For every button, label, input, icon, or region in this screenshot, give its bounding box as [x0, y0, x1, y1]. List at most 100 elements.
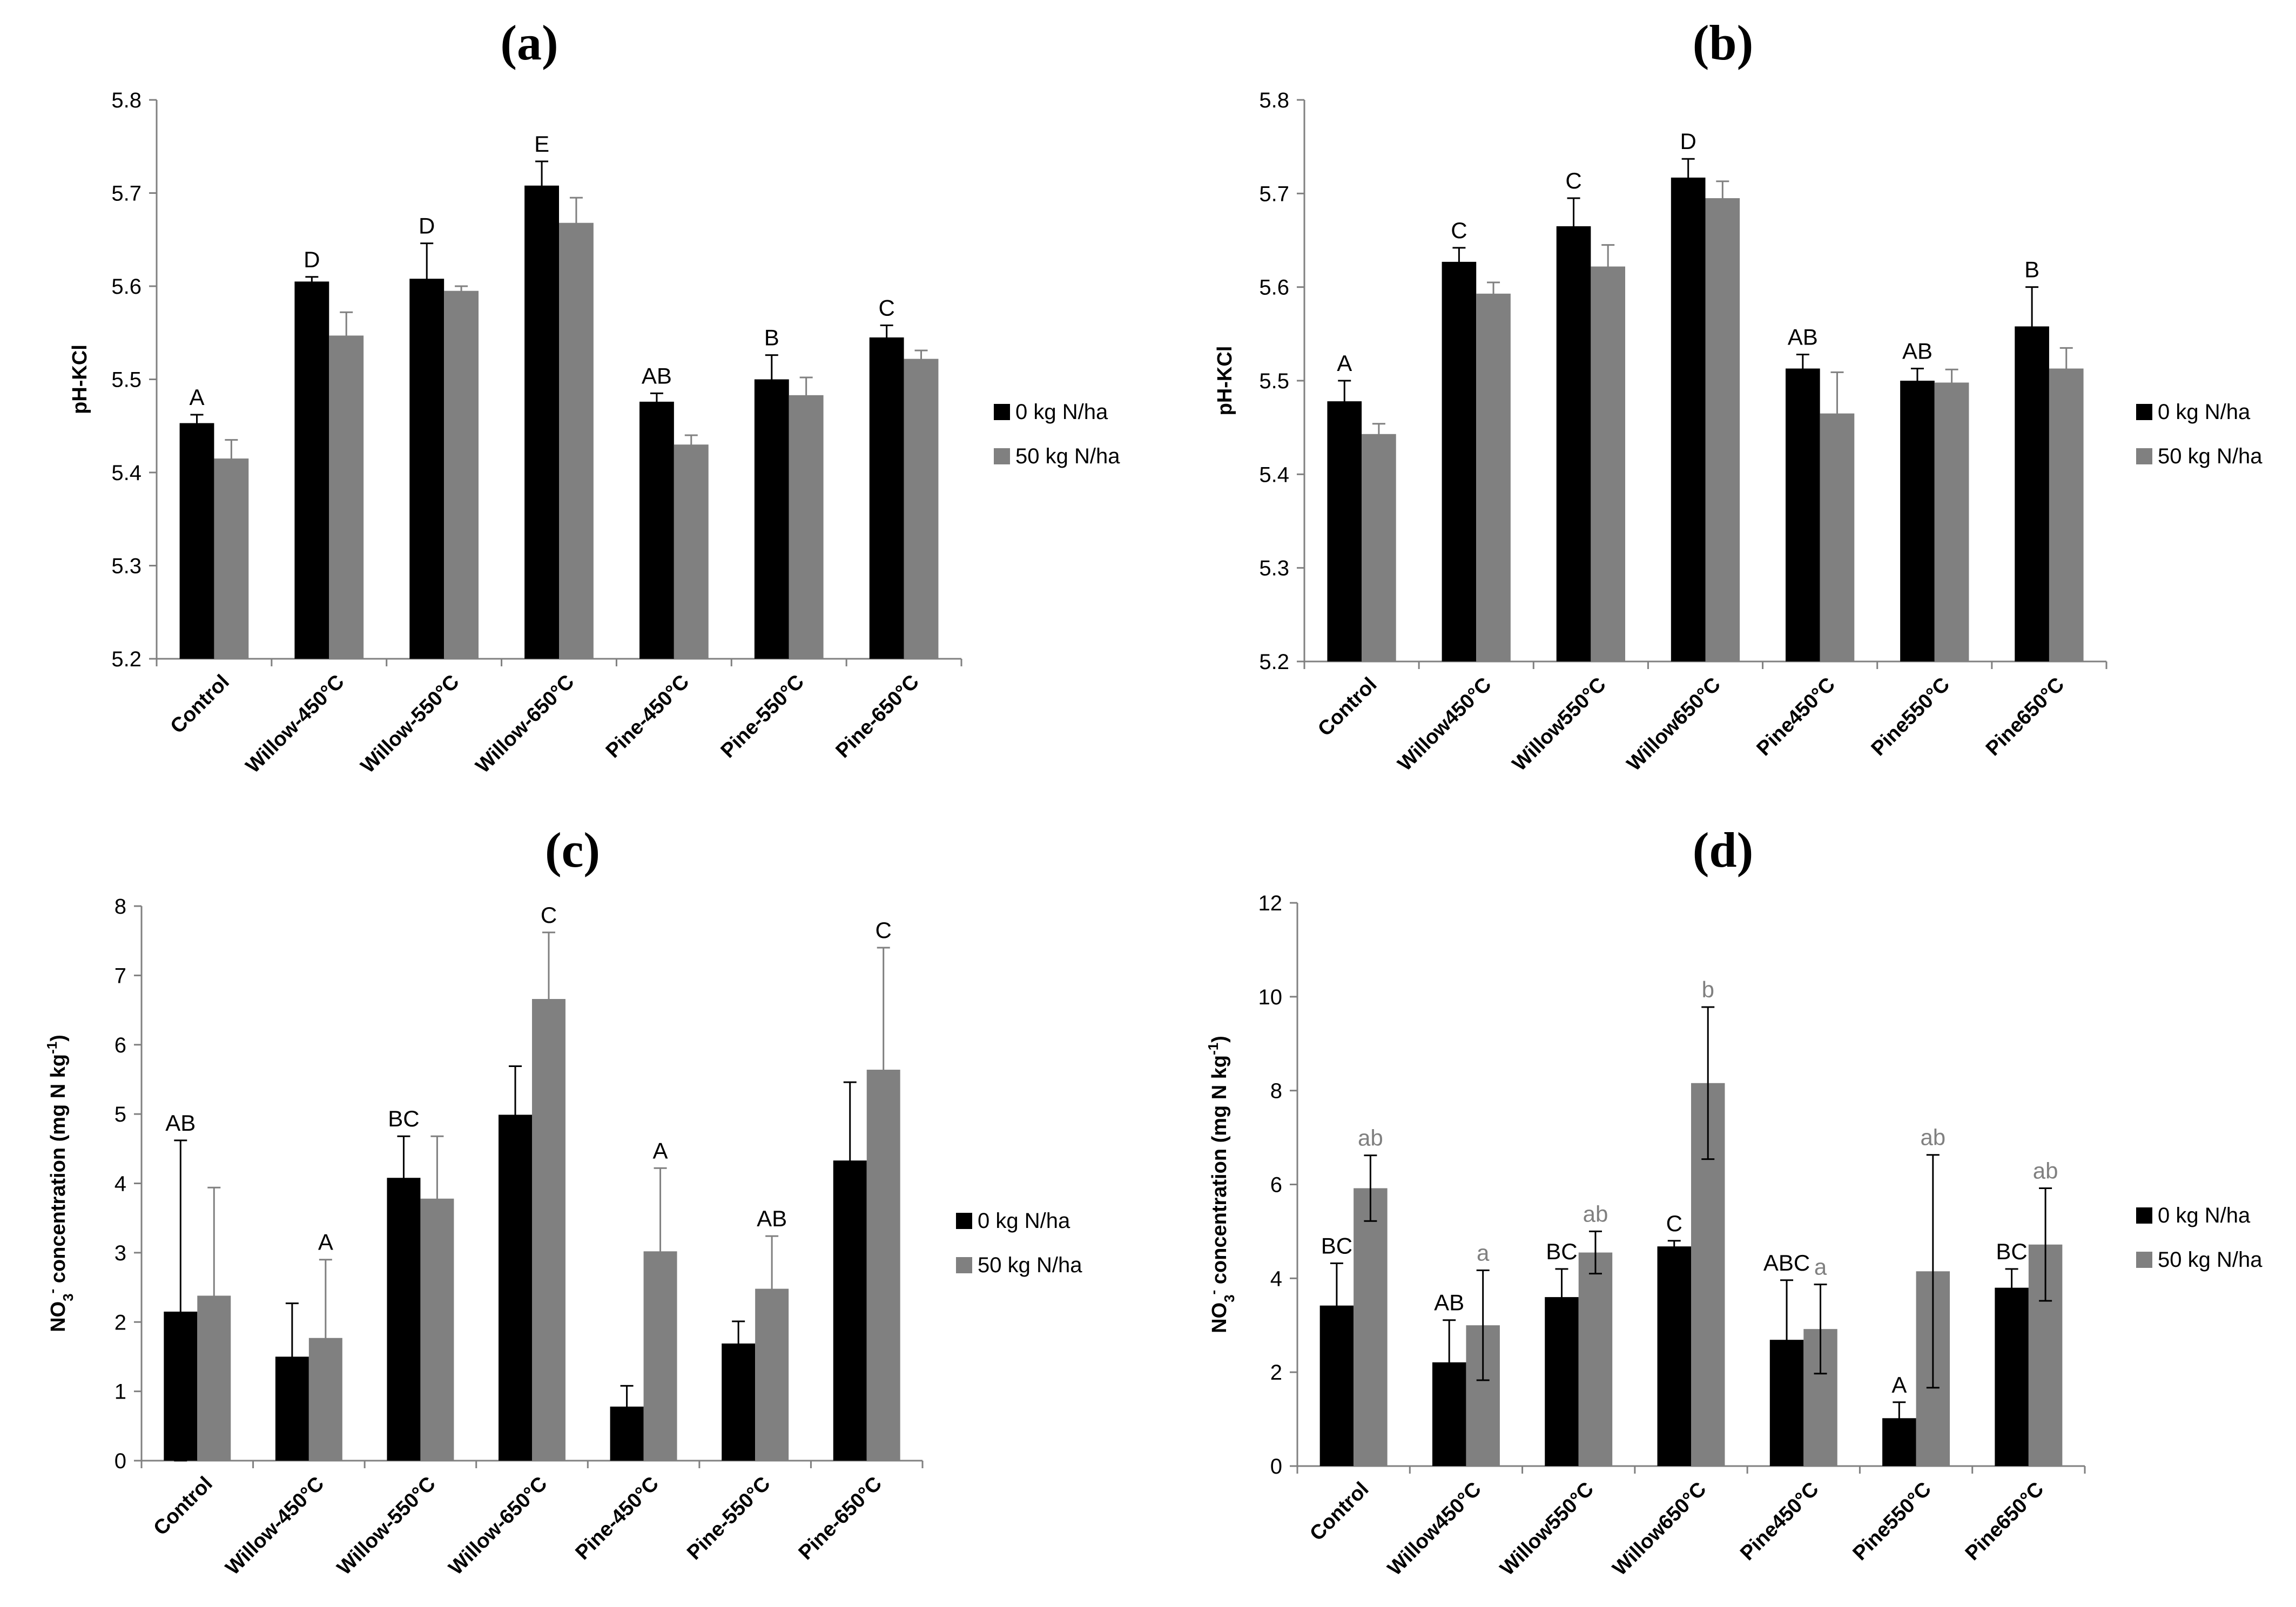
bar [1657, 1246, 1691, 1466]
significance-letter: b [1702, 977, 1714, 1002]
bar [499, 1115, 532, 1461]
legend-swatch [2136, 1252, 2152, 1268]
significance-letter: A [1891, 1372, 1907, 1397]
significance-letter: AB [1788, 324, 1818, 349]
bar [214, 458, 249, 659]
category-label: Control [149, 1473, 217, 1540]
bar [1705, 198, 1740, 661]
category-label: Pine550°C [1849, 1478, 1936, 1565]
significance-letter: B [2024, 257, 2039, 282]
category-label: Pine450°C [1736, 1478, 1823, 1565]
category-label: Pine650°C [1961, 1478, 2048, 1565]
category-label: Pine-550°C [683, 1473, 775, 1564]
bar [869, 337, 904, 659]
y-axis-label: pH-KCl [69, 345, 91, 414]
panel-title: (d) [1693, 822, 1753, 877]
significance-letter: AB [642, 363, 672, 388]
bar [1476, 293, 1511, 661]
category-label: Control [1305, 1478, 1373, 1545]
panel-b: (b) 5.2 5.3 5.4 5.5 5.6 5.7 5.8 pH-KCl A Control C W… [1214, 15, 2263, 775]
legend-swatch [2136, 404, 2152, 420]
significance-letter: ab [2033, 1158, 2058, 1183]
significance-letter: C [876, 917, 892, 943]
significance-letter: C [1565, 168, 1581, 193]
category-label: Pine-550°C [717, 671, 809, 762]
panel-title: (a) [500, 15, 558, 70]
y-tick-label: 5.4 [1259, 463, 1289, 487]
legend-label: 0 kg N/ha [978, 1209, 1070, 1233]
bar [524, 185, 559, 659]
significance-letter: C [1451, 218, 1467, 243]
significance-letter: D [1680, 129, 1696, 154]
bar [2049, 368, 2084, 661]
y-tick-label: 2 [1270, 1361, 1282, 1385]
legend-label: 50 kg N/ha [2158, 1248, 2263, 1272]
bar [1591, 266, 1625, 661]
category-label: Willow-550°C [356, 671, 463, 778]
category-label: Willow-650°C [472, 671, 578, 778]
y-tick-label: 5.8 [111, 89, 142, 112]
bar [532, 999, 565, 1461]
y-tick-label: 5.7 [111, 182, 142, 206]
bar [1671, 177, 1706, 661]
legend-label: 50 kg N/ha [2158, 444, 2263, 468]
y-tick-label: 5.3 [111, 555, 142, 578]
significance-letter: A [653, 1138, 668, 1163]
bar [1362, 434, 1396, 661]
y-tick-label: 5.2 [1259, 650, 1289, 674]
significance-letter: BC [1321, 1233, 1352, 1259]
significance-letter: D [419, 213, 435, 239]
category-label: Willow-550°C [333, 1473, 440, 1579]
y-axis-label: NO3- concentration (mg N kg-1) [1205, 1036, 1237, 1333]
panel-c: (c) 0 1 2 3 4 5 6 7 8 NO3- concentration (mg N kg-… [44, 822, 1082, 1579]
bar [2015, 326, 2049, 661]
category-label: Pine-450°C [602, 671, 693, 762]
y-tick-label: 5 [115, 1103, 126, 1126]
significance-letter: C [541, 902, 557, 928]
y-tick-label: 6 [1270, 1173, 1282, 1197]
significance-letter: a [1814, 1254, 1827, 1280]
legend-label: 50 kg N/ha [1015, 444, 1120, 468]
y-tick-label: 5.5 [1259, 369, 1289, 393]
significance-letter: D [304, 247, 320, 272]
bar [754, 379, 789, 659]
y-tick-label: 0 [115, 1449, 126, 1473]
bar [1442, 261, 1477, 661]
significance-letter: AB [1434, 1290, 1464, 1315]
significance-letter: ABC [1763, 1250, 1810, 1275]
legend-label: 0 kg N/ha [1015, 400, 1108, 424]
y-tick-label: 6 [115, 1034, 126, 1057]
significance-letter: a [1477, 1240, 1490, 1266]
bar [1556, 226, 1591, 661]
significance-letter: A [1337, 350, 1352, 376]
bar [409, 279, 445, 659]
category-label: Willow450°C [1383, 1478, 1486, 1581]
significance-letter: AB [1902, 338, 1933, 363]
legend-swatch [994, 404, 1010, 420]
y-tick-label: 10 [1258, 985, 1283, 1009]
legend-swatch [956, 1257, 972, 1273]
significance-letter: C [878, 295, 894, 320]
y-axis-label: pH-KCl [1214, 346, 1236, 416]
y-tick-label: 1 [115, 1380, 126, 1404]
category-label: Pine-450°C [571, 1473, 663, 1564]
y-tick-label: 7 [115, 964, 126, 988]
y-tick-label: 4 [115, 1172, 126, 1196]
y-tick-label: 8 [1270, 1079, 1282, 1103]
category-label: Willow-450°C [241, 671, 348, 778]
category-label: Willow550°C [1508, 673, 1611, 776]
bar [1327, 401, 1362, 661]
bar [1934, 382, 1969, 661]
bar [1995, 1287, 2029, 1466]
panel-d: (d) 0 2 4 6 8 10 12 NO3- concentration (mg N kg-… [1205, 822, 2263, 1580]
y-tick-label: 2 [115, 1311, 126, 1334]
y-tick-label: 4 [1270, 1267, 1282, 1291]
category-label: Pine550°C [1867, 673, 1954, 760]
category-label: Pine450°C [1753, 673, 1840, 760]
category-label: Willow650°C [1608, 1478, 1711, 1581]
bar [1786, 368, 1820, 661]
legend-label: 50 kg N/ha [978, 1253, 1082, 1277]
bar [387, 1178, 421, 1461]
legend-swatch [956, 1213, 972, 1229]
